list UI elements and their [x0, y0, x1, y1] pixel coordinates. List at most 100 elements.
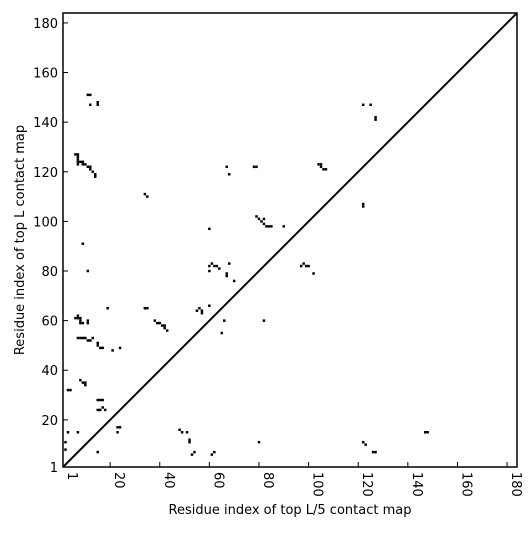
contact [101, 398, 104, 402]
contact [84, 381, 87, 384]
contact [76, 155, 80, 159]
contact [257, 217, 261, 221]
contact [118, 346, 122, 350]
contact [89, 339, 92, 342]
contact [178, 428, 181, 432]
contact [64, 440, 67, 444]
y-axis-label: Residue index of top L contact map [13, 125, 28, 355]
x-tick-label: 60 [210, 472, 225, 489]
diagonal [62, 12, 518, 468]
contact [76, 316, 80, 320]
contact [66, 388, 70, 392]
contact [322, 168, 325, 171]
x-tick-label: 1 [64, 472, 79, 480]
contact [89, 93, 92, 97]
contact [225, 272, 228, 275]
contact [208, 264, 211, 268]
contact [66, 431, 70, 434]
contact [213, 450, 216, 454]
contact [158, 321, 161, 325]
y-tick-label: 60 [41, 315, 58, 330]
contact [116, 426, 119, 429]
contact [116, 431, 119, 434]
contact [220, 331, 224, 335]
contact [361, 202, 365, 206]
contact [103, 408, 107, 412]
contact [64, 448, 67, 451]
contact [76, 314, 80, 317]
contact [84, 163, 87, 166]
contact [227, 262, 231, 265]
contact [81, 160, 85, 164]
contact [307, 264, 310, 268]
y-tick-label: 100 [33, 215, 58, 230]
contact [94, 175, 97, 178]
contact [160, 324, 164, 327]
contact [153, 319, 157, 322]
contact [89, 165, 92, 169]
y-tick-label: 140 [33, 116, 58, 131]
contact [193, 450, 196, 454]
x-tick-label: 120 [359, 472, 374, 497]
contact [81, 336, 85, 340]
x-tick-label: 40 [161, 472, 176, 489]
contact [200, 311, 204, 315]
y-tick-label: 160 [33, 67, 58, 82]
contact [91, 336, 95, 340]
contact [146, 195, 149, 198]
contact [86, 321, 90, 325]
contact [94, 173, 97, 176]
contact [195, 309, 199, 312]
contact [369, 103, 372, 107]
contact [86, 339, 90, 342]
x-tick-label: 20 [111, 472, 126, 489]
contact [208, 304, 211, 307]
x-tick-label: 140 [409, 472, 424, 497]
y-tick-label: 80 [41, 265, 58, 280]
contact [270, 225, 273, 228]
contact [163, 326, 166, 330]
contact [374, 118, 377, 121]
contact [282, 225, 286, 228]
contact [232, 279, 236, 283]
contact [265, 225, 268, 228]
contact [180, 431, 184, 434]
contact [208, 269, 211, 273]
contact [79, 378, 82, 382]
contact [302, 262, 305, 265]
contact [98, 408, 102, 412]
contact [218, 267, 221, 270]
contact [86, 165, 90, 169]
contact [69, 388, 72, 392]
contact [91, 170, 95, 174]
contact [101, 406, 104, 409]
contact [96, 344, 99, 347]
contact [143, 306, 147, 310]
contact [257, 440, 261, 444]
contact [101, 346, 104, 350]
contact [98, 346, 102, 350]
contact [260, 220, 263, 223]
contact [76, 153, 80, 156]
contact [371, 450, 375, 454]
contact [84, 336, 87, 340]
contact [98, 398, 102, 402]
contact [361, 440, 365, 444]
contact [96, 408, 99, 412]
contact [96, 103, 99, 107]
y-tick-label: 120 [33, 166, 58, 181]
x-tick-label: 100 [310, 472, 325, 497]
contact [74, 316, 77, 320]
contact [79, 321, 82, 325]
contact [208, 227, 211, 231]
contact [76, 336, 80, 340]
contact [79, 319, 82, 322]
contact [84, 383, 87, 387]
contact [361, 103, 365, 107]
contact [185, 431, 189, 434]
contact [361, 205, 365, 208]
contact [223, 319, 226, 322]
contact [79, 316, 82, 320]
contact [81, 321, 85, 325]
contact [262, 217, 266, 221]
